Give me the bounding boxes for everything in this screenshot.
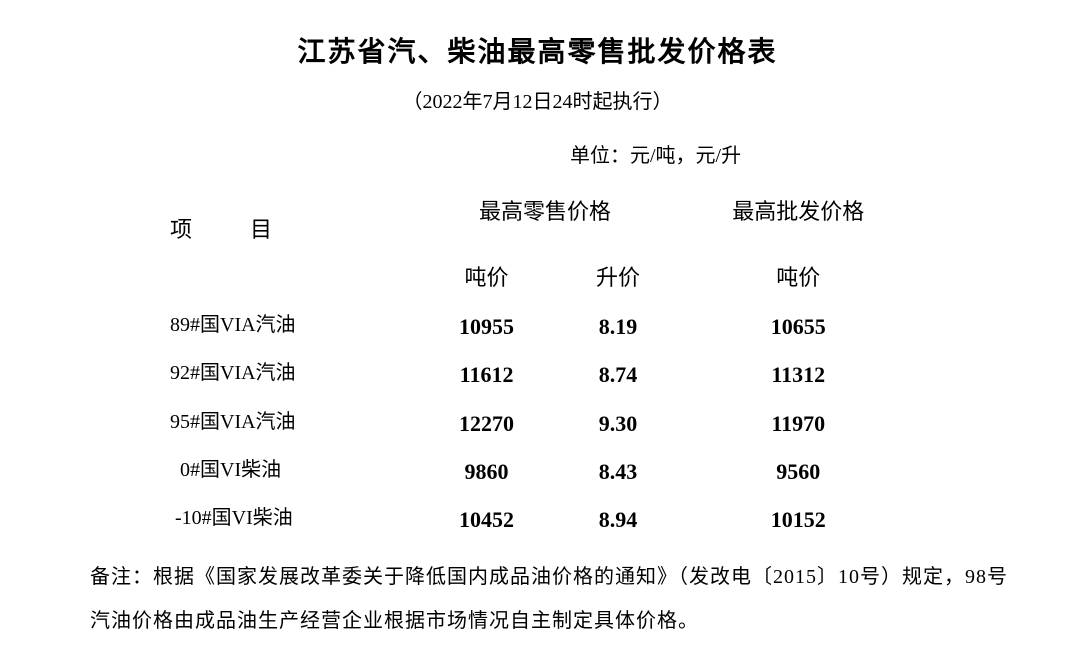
row-retail-ton: 12270 — [414, 400, 560, 448]
row-wholesale-ton: 10655 — [677, 303, 921, 351]
header-retail-liter: 升价 — [560, 254, 677, 302]
page-title: 江苏省汽、柴油最高零售批发价格表 — [60, 30, 1015, 70]
row-name: 95#国VIA汽油 — [130, 400, 414, 448]
footnote: 备注：根据《国家发展改革委关于降低国内成品油价格的通知》（发改电〔2015〕10… — [90, 555, 1015, 643]
row-retail-ton: 11612 — [414, 351, 560, 399]
row-wholesale-ton: 11312 — [677, 351, 921, 399]
table-row: 0#国VI柴油 9860 8.43 9560 — [130, 448, 920, 496]
effective-date: （2022年7月12日24时起执行） — [60, 85, 1015, 114]
row-wholesale-ton: 9560 — [677, 448, 921, 496]
row-wholesale-ton: 11970 — [677, 400, 921, 448]
row-retail-liter: 8.74 — [560, 351, 677, 399]
row-retail-ton: 10955 — [414, 303, 560, 351]
header-retail-group: 最高零售价格 — [414, 188, 677, 254]
table-header-row2: 吨价 升价 吨价 — [130, 254, 920, 302]
header-retail-ton: 吨价 — [414, 254, 560, 302]
row-retail-ton: 10452 — [414, 496, 560, 544]
row-retail-ton: 9860 — [414, 448, 560, 496]
row-retail-liter: 8.43 — [560, 448, 677, 496]
row-wholesale-ton: 10152 — [677, 496, 921, 544]
table-row: -10#国VI柴油 10452 8.94 10152 — [130, 496, 920, 544]
header-empty — [130, 254, 414, 302]
row-name: 0#国VI柴油 — [130, 448, 414, 496]
header-wholesale-group: 最高批发价格 — [676, 188, 920, 254]
table-header-row1: 项 目 最高零售价格 最高批发价格 — [130, 188, 920, 254]
header-item: 项 目 — [130, 188, 414, 254]
row-retail-liter: 8.19 — [560, 303, 677, 351]
table-row: 95#国VIA汽油 12270 9.30 11970 — [130, 400, 920, 448]
table-row: 92#国VIA汽油 11612 8.74 11312 — [130, 351, 920, 399]
row-retail-liter: 8.94 — [560, 496, 677, 544]
row-name: 92#国VIA汽油 — [130, 351, 414, 399]
header-wholesale-ton: 吨价 — [677, 254, 921, 302]
row-retail-liter: 9.30 — [560, 400, 677, 448]
row-name: -10#国VI柴油 — [130, 496, 414, 544]
row-name: 89#国VIA汽油 — [130, 303, 414, 351]
unit-label: 单位：元/吨，元/升 — [60, 139, 1015, 168]
price-table: 项 目 最高零售价格 最高批发价格 吨价 升价 吨价 89#国VIA汽油 109… — [130, 188, 920, 545]
table-row: 89#国VIA汽油 10955 8.19 10655 — [130, 303, 920, 351]
